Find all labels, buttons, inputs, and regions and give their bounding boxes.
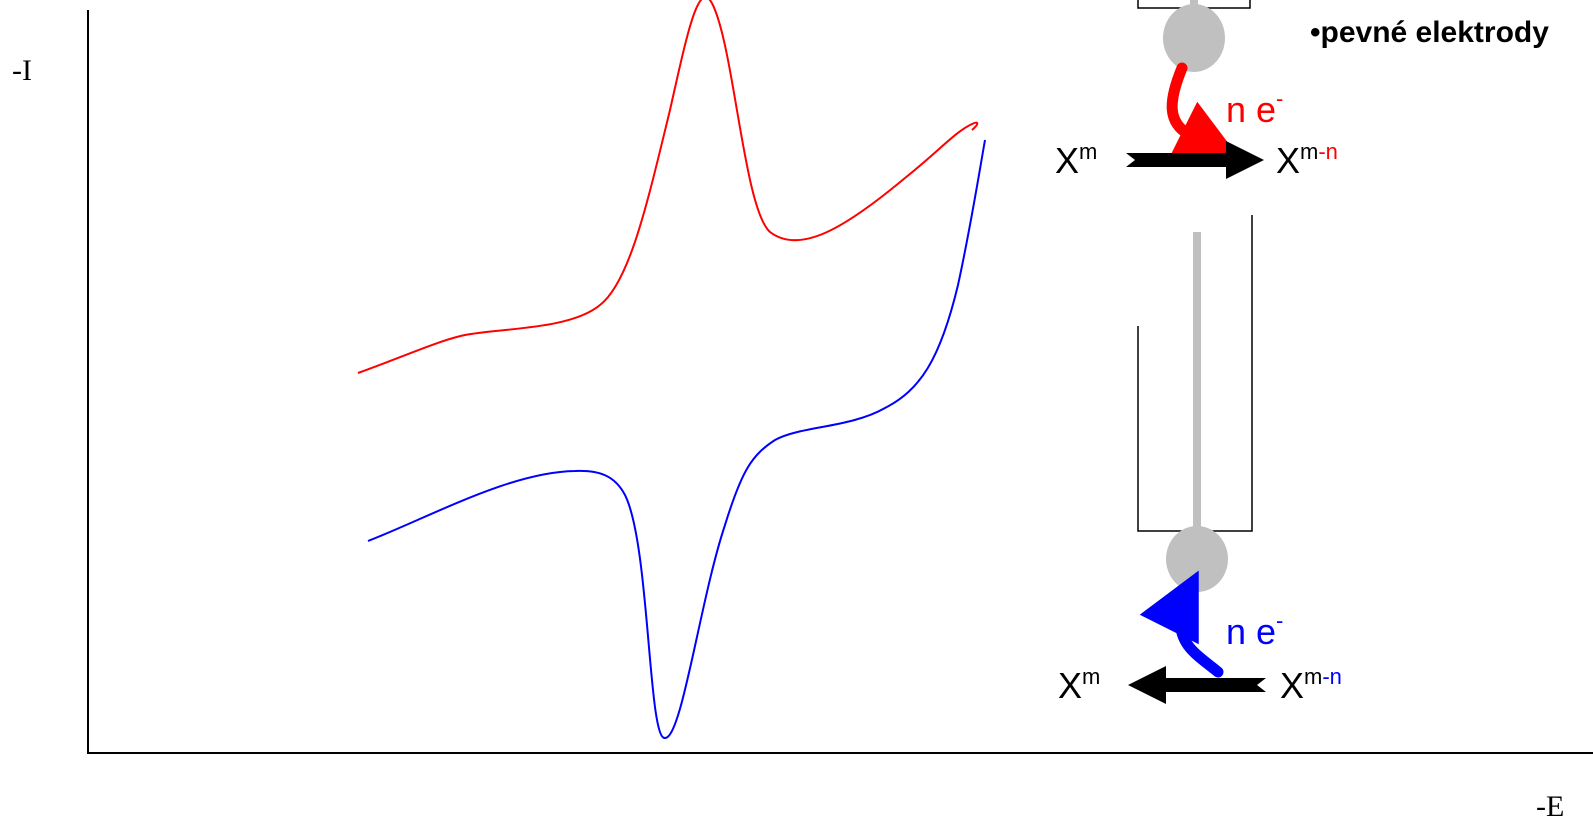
y-axis-label: -I [12,54,32,87]
reduction-product-charge-n: -n [1318,139,1338,164]
oxidation-product: Xm [1058,665,1100,706]
oxidation-reactant-symbol: X [1280,665,1305,706]
oxidation-electron-label: n e- [1226,610,1283,652]
oxidation-reactant-charge-n: -n [1322,664,1342,689]
reduction-electron-label: n e- [1226,88,1283,130]
reduction-product-symbol: X [1276,140,1301,181]
reduction-product: Xm-n [1276,140,1338,181]
cathodic-curve [357,0,979,374]
reduction-reactant: Xm [1055,140,1097,181]
reduction-product-charge-m: m [1300,139,1319,164]
slide-heading: •pevné elektrody [1310,16,1549,49]
oxidation-electron-count: n e [1226,611,1277,652]
reduction-electron-charge: - [1276,86,1284,111]
oxidation-reactant: Xm-n [1280,665,1342,706]
oxidation-product-symbol: X [1058,665,1083,706]
reduction-reactant-symbol: X [1055,140,1080,181]
oxidation-electron-arrow [1139,570,1224,678]
reduction-electron-count: n e [1226,89,1277,130]
anodic-curve [367,139,986,739]
bottom-electrode-drop [1166,526,1228,592]
oxidation-reactant-charge-m: m [1304,664,1323,689]
oxidation-product-charge: m [1082,664,1101,689]
reduction-electron-arrow [1166,62,1242,161]
reduction-reaction-arrow [1126,141,1264,179]
oxidation-electron-charge: - [1276,608,1284,633]
oxidation-reaction-arrow [1128,666,1266,704]
x-axis-label: -E [1536,790,1565,823]
reduction-reactant-charge: m [1079,139,1098,164]
top-electrode-drop [1163,4,1225,72]
